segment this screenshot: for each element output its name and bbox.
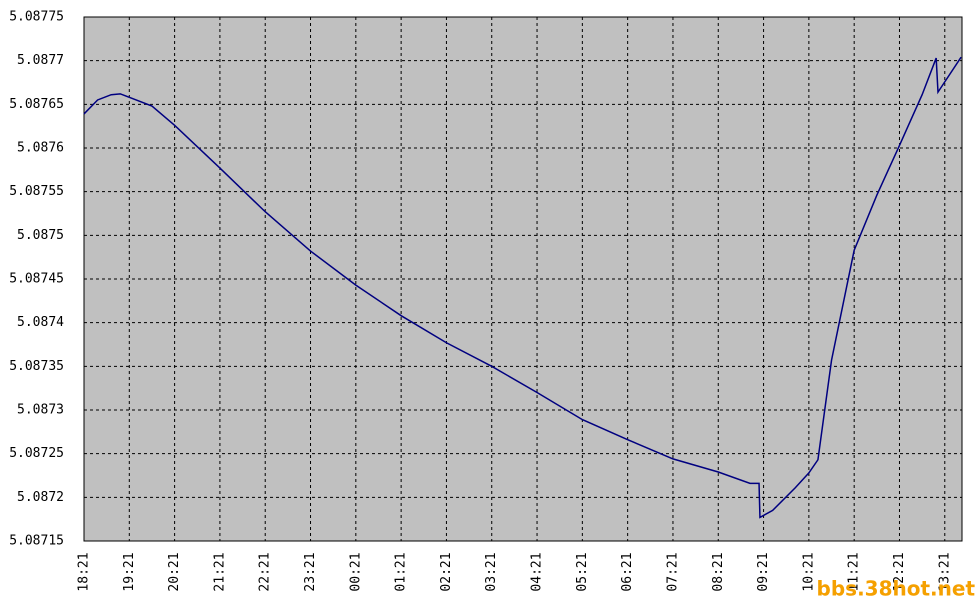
x-tick-label: 00:21 [348, 552, 363, 591]
y-tick-label: 5.08715 [9, 534, 64, 549]
x-tick-label: 12:21 [892, 552, 907, 591]
y-tick-label: 5.08775 [9, 10, 64, 25]
x-tick-label: 11:21 [847, 552, 862, 591]
y-tick-label: 5.0877 [17, 53, 64, 68]
y-tick-label: 5.0875 [17, 228, 64, 243]
y-tick-label: 5.08765 [9, 97, 64, 112]
x-tick-label: 02:21 [439, 552, 454, 591]
y-tick-label: 5.0872 [17, 490, 64, 505]
x-tick-label: 03:21 [484, 552, 499, 591]
x-tick-label: 10:21 [801, 552, 816, 591]
line-series [83, 56, 962, 519]
x-tick-label: 19:21 [122, 552, 137, 591]
x-tick-label: 20:21 [167, 552, 182, 591]
y-tick-label: 5.0874 [17, 315, 64, 330]
x-tick-label: 04:21 [530, 552, 545, 591]
x-tick-label: 06:21 [620, 552, 635, 591]
y-tick-label: 5.0876 [17, 141, 64, 156]
x-tick-label: 13:21 [937, 552, 952, 591]
x-tick-label: 05:21 [575, 552, 590, 591]
x-tick-label: 21:21 [212, 552, 227, 591]
x-tick-label: 07:21 [665, 552, 680, 591]
y-tick-label: 5.08735 [9, 359, 64, 374]
y-tick-label: 5.08755 [9, 184, 64, 199]
x-tick-label: 22:21 [258, 552, 273, 591]
x-tick-label: 09:21 [756, 552, 771, 591]
y-tick-label: 5.08745 [9, 272, 64, 287]
x-tick-label: 08:21 [711, 552, 726, 591]
watermark: bbs.38hot.net [817, 577, 976, 600]
y-tick-label: 5.08725 [9, 446, 64, 461]
x-tick-label: 18:21 [77, 552, 92, 591]
x-tick-label: 23:21 [303, 552, 318, 591]
x-tick-label: 01:21 [394, 552, 409, 591]
y-tick-label: 5.0873 [17, 403, 64, 418]
